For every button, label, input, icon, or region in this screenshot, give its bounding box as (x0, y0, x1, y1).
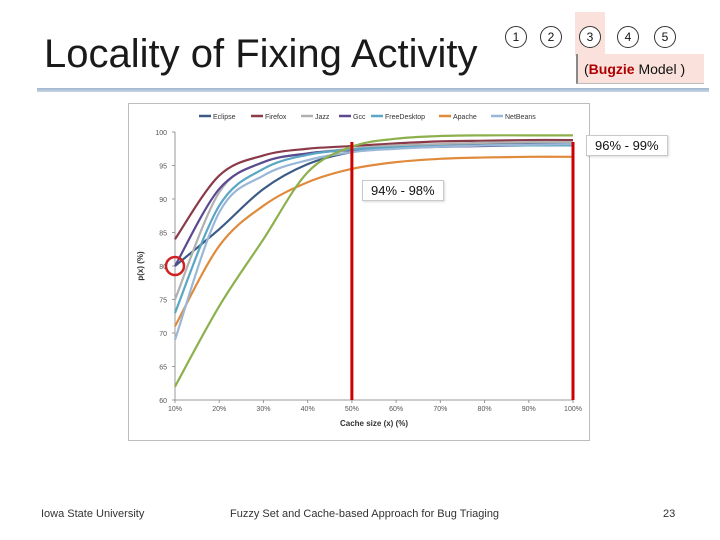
slide-title: Locality of Fixing Activity (44, 32, 478, 76)
step-indicators: 1 2 3 4 5 (0, 26, 720, 50)
x-tick-label: 30% (256, 406, 270, 413)
x-tick-label: 80% (478, 406, 492, 413)
title-divider (37, 88, 709, 92)
legend-label: Firefox (265, 114, 287, 121)
legend-label: Gcc (353, 114, 366, 121)
model-name: Bugzie (588, 61, 635, 77)
page-number: 23 (663, 508, 676, 520)
y-tick-label: 60 (159, 398, 167, 405)
footer-university: Iowa State University (41, 508, 145, 520)
step-4[interactable]: 4 (617, 26, 639, 48)
y-tick-label: 95 (159, 164, 167, 171)
legend-label: Apache (453, 114, 477, 121)
chart-frame: 60 65 70 75 80 85 90 95 100 10% 20% 30% 40% 50% 60% 70%… (128, 103, 590, 441)
legend-label: FreeDesktop (385, 114, 425, 121)
x-tick-label: 50% (345, 406, 359, 413)
series-line-netbeans (173, 142, 574, 341)
x-tick-label: 60% (389, 406, 403, 413)
series-line-firefox (174, 138, 574, 240)
y-axis-label: p(x) (%) (136, 251, 145, 281)
footer-title: Fuzzy Set and Cache-based Approach for B… (230, 508, 500, 520)
y-tick-label: 65 (159, 365, 167, 372)
series-line-apache (174, 155, 574, 327)
callout-96-99: 96% - 99% (586, 135, 668, 156)
legend-label: Jazz (315, 114, 330, 121)
x-axis-label: Cache size (x) (%) (340, 419, 408, 428)
model-label: (Bugzie Model ) (576, 54, 704, 84)
x-tick-label: 20% (212, 406, 226, 413)
y-tick-label: 70 (159, 331, 167, 338)
step-5[interactable]: 5 (654, 26, 676, 48)
step-2[interactable]: 2 (540, 26, 562, 48)
x-tick-label: 10% (168, 406, 182, 413)
y-tick-label: 85 (159, 231, 167, 238)
x-tick-label: 100% (564, 406, 582, 413)
step-3[interactable]: 3 (579, 26, 601, 48)
step-1[interactable]: 1 (505, 26, 527, 48)
series-line-gcc (174, 144, 574, 267)
highlight-circle (164, 255, 186, 277)
series-line-unlabeled (174, 134, 573, 388)
y-tick-label: 75 (159, 298, 167, 305)
x-tick-label: 90% (522, 406, 536, 413)
line-chart: 60 65 70 75 80 85 90 95 100 10% 20% 30% 40% 50% 60% 70%… (136, 114, 582, 428)
legend-label: NetBeans (505, 114, 536, 121)
y-tick-label: 90 (159, 197, 167, 204)
y-tick-label: 80 (159, 264, 167, 271)
series-line-eclipse (174, 142, 574, 267)
y-tick-label: 100 (155, 130, 167, 137)
callout-94-98: 94% - 98% (362, 180, 444, 201)
model-suffix: Model ) (634, 61, 686, 77)
model-prefix: ( (584, 61, 589, 77)
x-tick-label: 70% (433, 406, 447, 413)
legend-label: Eclipse (213, 114, 236, 121)
x-tick-label: 40% (301, 406, 315, 413)
